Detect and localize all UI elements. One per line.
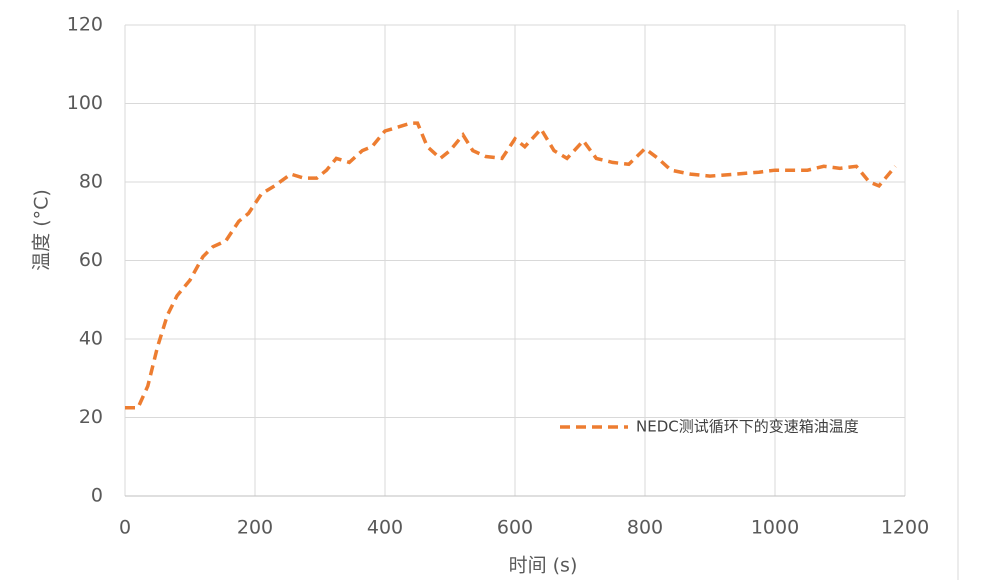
- y-tick-label: 60: [79, 249, 103, 271]
- x-tick-label: 600: [497, 517, 533, 539]
- y-axis-label: 温度 (°C): [31, 189, 53, 271]
- x-tick-label: 400: [367, 517, 403, 539]
- y-tick-label: 80: [79, 171, 103, 193]
- y-tick-label: 40: [79, 328, 103, 350]
- legend-text: NEDC测试循环下的变速箱油温度: [636, 418, 859, 436]
- x-tick-label: 1000: [751, 517, 799, 539]
- x-tick-label: 0: [119, 517, 131, 539]
- x-tick-label: 800: [627, 517, 663, 539]
- data-line: [125, 121, 897, 410]
- y-tick-label: 120: [67, 14, 103, 36]
- x-tick-label: 200: [237, 517, 273, 539]
- x-axis-label: 时间 (s): [509, 555, 578, 577]
- y-tick-label: 100: [67, 92, 103, 114]
- y-tick-label: 0: [91, 485, 103, 507]
- y-tick-label: 20: [79, 406, 103, 428]
- x-tick-label: 1200: [881, 517, 929, 539]
